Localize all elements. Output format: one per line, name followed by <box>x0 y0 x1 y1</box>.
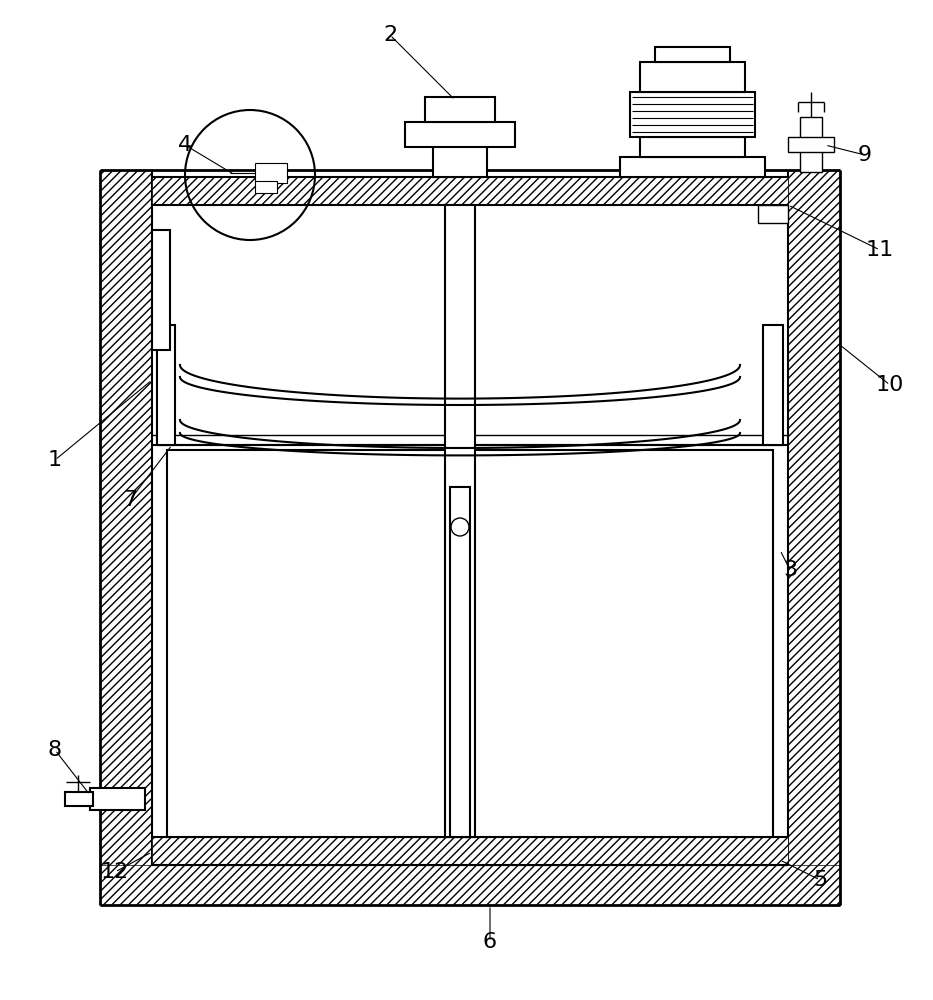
Bar <box>90 788 145 810</box>
Bar <box>100 170 152 905</box>
Bar <box>255 163 287 183</box>
Bar <box>640 62 745 92</box>
Bar <box>620 157 765 177</box>
Bar <box>100 865 840 905</box>
Bar <box>167 450 773 837</box>
Bar <box>65 792 93 806</box>
Bar <box>800 117 822 172</box>
Text: 11: 11 <box>866 240 894 260</box>
Bar <box>157 325 175 445</box>
Bar <box>405 122 515 147</box>
Bar <box>152 177 788 205</box>
Text: 1: 1 <box>48 450 63 470</box>
Bar <box>655 47 730 62</box>
Text: 12: 12 <box>101 862 129 882</box>
Text: 4: 4 <box>178 135 192 155</box>
Text: 9: 9 <box>858 145 872 165</box>
Bar <box>152 230 170 350</box>
Text: 6: 6 <box>483 932 497 952</box>
Bar <box>758 205 788 223</box>
Bar <box>255 181 277 193</box>
Bar <box>450 487 470 837</box>
Bar <box>788 170 840 905</box>
Text: 2: 2 <box>383 25 397 45</box>
Text: 8: 8 <box>48 740 63 760</box>
Text: 3: 3 <box>783 560 797 580</box>
Text: 5: 5 <box>813 870 828 890</box>
Bar <box>630 92 755 137</box>
Bar <box>433 117 487 177</box>
Bar <box>788 137 834 152</box>
Text: 10: 10 <box>876 375 904 395</box>
Bar <box>152 837 788 865</box>
Bar <box>425 97 495 122</box>
Bar <box>445 205 475 837</box>
Bar <box>640 137 745 157</box>
Text: 7: 7 <box>123 490 137 510</box>
Bar <box>763 325 783 445</box>
